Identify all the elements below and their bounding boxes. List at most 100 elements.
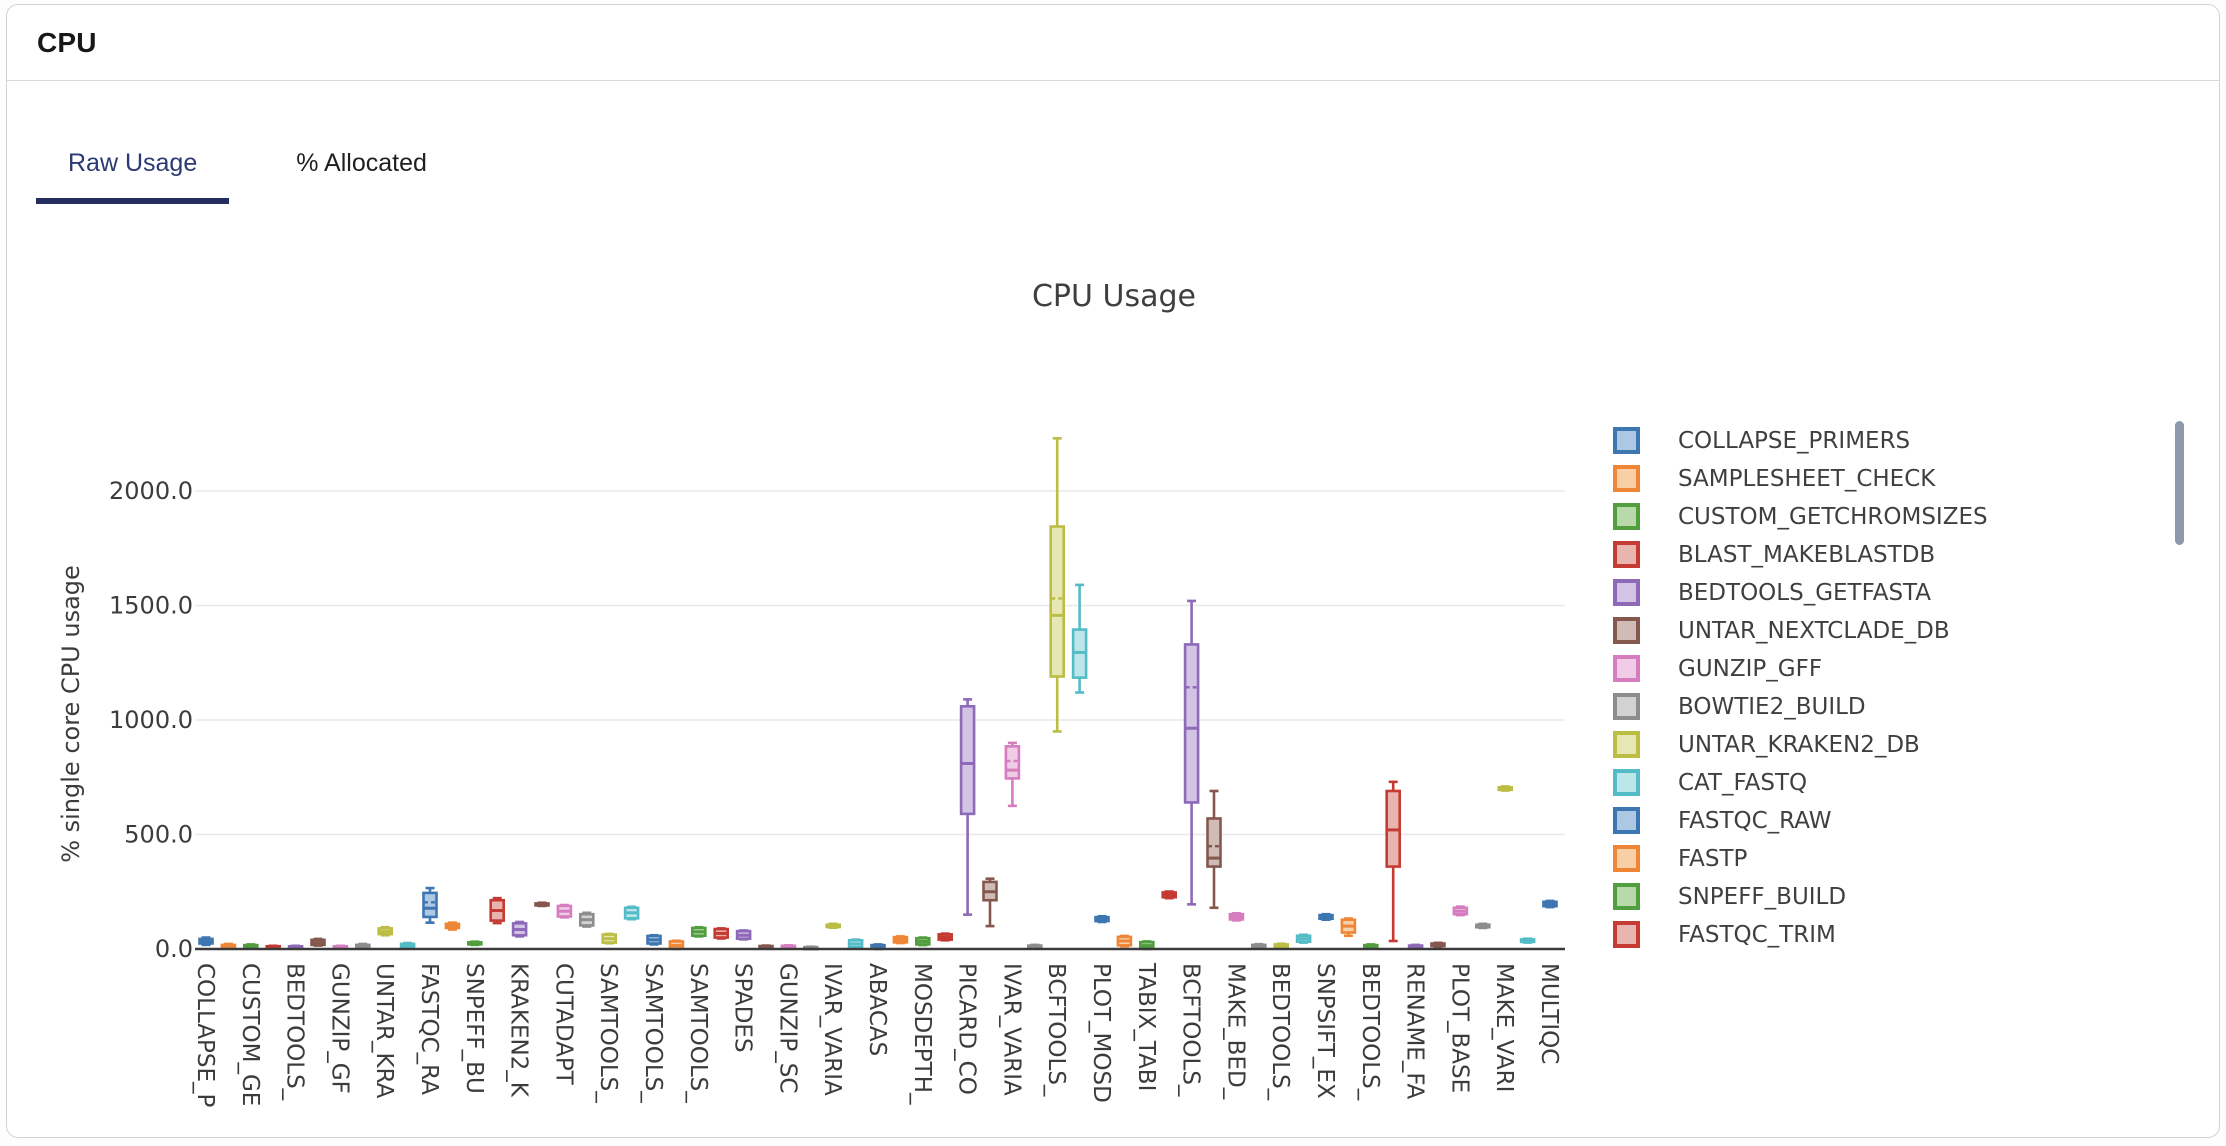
legend-swatch-icon	[1613, 845, 1640, 872]
box-plot	[690, 925, 707, 938]
box-plot	[1004, 741, 1021, 808]
box-plot	[914, 936, 931, 947]
legend-item: FASTP	[1613, 845, 1988, 872]
box-plot	[466, 940, 483, 947]
legend-swatch-icon	[1613, 541, 1640, 568]
x-tick-label: SNPEFF_BU	[461, 963, 487, 1094]
box-plot	[1407, 943, 1424, 950]
legend-swatch-icon	[1613, 655, 1640, 682]
box-plot	[892, 935, 909, 945]
box-plot	[422, 886, 438, 924]
x-tick-label: IVAR_VARIA	[998, 963, 1024, 1096]
box-plot	[1542, 899, 1558, 909]
box-plot	[601, 932, 618, 945]
legend-item: CAT_FASTQ	[1613, 769, 1988, 796]
legend-swatch-icon	[1613, 465, 1640, 492]
x-tick-label: FASTQC_RA	[416, 963, 442, 1095]
legend-swatch-icon	[1613, 579, 1640, 606]
box-plot	[1228, 911, 1245, 922]
box-plot	[959, 698, 976, 916]
box-plot	[220, 942, 237, 950]
x-tick-label: BEDTOOLS_	[1357, 963, 1383, 1101]
x-tick-label: TABIX_TABI	[1133, 962, 1159, 1091]
box-plot	[1385, 780, 1401, 943]
tab-bar: Raw Usage % Allocated	[36, 145, 459, 204]
box-plot	[1497, 785, 1513, 792]
cpu-metrics-card: CPU Raw Usage % Allocated 0.0 500.0 1000.0…	[6, 4, 2220, 1138]
x-tick-label: ABACAS	[864, 963, 890, 1056]
tab-percent-allocated[interactable]: % Allocated	[296, 149, 427, 177]
chart-title: CPU Usage	[1032, 279, 1196, 314]
legend-label: CAT_FASTQ	[1678, 769, 1808, 796]
legend-item: FASTQC_TRIM	[1613, 921, 1988, 948]
box-plot	[534, 901, 550, 908]
x-tick-label: PICARD_CO	[954, 963, 980, 1095]
x-tick-label: BEDTOOLS_	[282, 963, 308, 1101]
legend-label: GUNZIP_GFF	[1678, 655, 1823, 682]
box-plot	[1071, 583, 1088, 694]
box-plot	[1206, 789, 1222, 910]
x-tick-label: KRAKEN2_K	[506, 963, 532, 1098]
x-tick-label: MAKE_VARI	[1491, 963, 1517, 1092]
legend-item: BOWTIE2_BUILD	[1613, 693, 1988, 720]
box-plot	[1161, 890, 1177, 900]
box-plot	[1049, 437, 1065, 733]
box-plot	[847, 938, 864, 950]
legend-label: UNTAR_KRAKEN2_DB	[1678, 731, 1920, 758]
x-tick-label: CUTADAPT	[550, 963, 576, 1086]
x-tick-label: CUSTOM_GE	[237, 963, 263, 1106]
box-plot	[310, 937, 326, 947]
legend-swatch-icon	[1613, 693, 1640, 720]
x-tick-label: MAKE_BED_	[1222, 963, 1248, 1100]
legend-item: UNTAR_NEXTCLADE_DB	[1613, 617, 1988, 644]
card-header: CPU	[7, 5, 2219, 81]
legend-swatch-icon	[1613, 807, 1640, 834]
x-tick-label: COLLAPSE_P	[192, 963, 218, 1108]
x-tick-label: BCFTOOLS_	[1178, 963, 1204, 1097]
legend-item: SNPEFF_BUILD	[1613, 883, 1988, 910]
legend-label: COLLAPSE_PRIMERS	[1678, 427, 1911, 454]
x-tick-label: SPADES	[730, 963, 756, 1053]
x-tick-label: BCFTOOLS_	[1043, 963, 1069, 1097]
legend-swatch-icon	[1613, 617, 1640, 644]
chart-legend: COLLAPSE_PRIMERS SAMPLESHEET_CHECK CUSTOM_…	[1613, 427, 1988, 948]
box-plot	[511, 920, 528, 938]
box-plot	[1273, 942, 1289, 949]
legend-item: CUSTOM_GETCHROMSIZES	[1613, 503, 1988, 530]
legend-item: GUNZIP_GFF	[1613, 655, 1988, 682]
y-tick-label: 500.0	[124, 821, 193, 849]
box-plot	[623, 905, 640, 921]
legend-item: COLLAPSE_PRIMERS	[1613, 427, 1988, 454]
box-plot	[1295, 933, 1312, 944]
box-plot	[1519, 937, 1536, 944]
box-plot	[556, 903, 573, 919]
box-plot	[1251, 942, 1267, 949]
box-plot	[758, 944, 774, 950]
box-plot	[1452, 905, 1469, 917]
box-plot-canvas: 0.0 500.0 1000.0 1500.0 2000.0 CPU Usage % sin…	[57, 279, 1565, 1108]
legend-label: FASTQC_RAW	[1678, 807, 1832, 834]
legend-swatch-icon	[1613, 427, 1640, 454]
box-plot	[198, 936, 214, 947]
legend-item: FASTQC_RAW	[1613, 807, 1988, 834]
box-plot	[489, 896, 506, 925]
legend-swatch-icon	[1613, 883, 1640, 910]
box-plot	[578, 911, 595, 928]
legend-scrollbar-thumb[interactable]	[2175, 421, 2184, 545]
x-tick-label: PLOT_BASE	[1446, 963, 1472, 1093]
page-title: CPU	[37, 26, 97, 58]
legend-label: BLAST_MAKEBLASTDB	[1678, 541, 1936, 568]
tab-raw-usage[interactable]: Raw Usage	[36, 145, 230, 204]
x-tick-label: SAMTOOLS_	[595, 963, 621, 1103]
x-tick-label: GUNZIP_GF	[326, 963, 352, 1094]
y-tick-label: 1500.0	[109, 592, 193, 620]
x-tick-label: BEDTOOLS_	[1267, 963, 1293, 1101]
x-tick-label: RENAME_FA	[1402, 963, 1428, 1099]
x-tick-label: MOSDEPTH_	[909, 963, 935, 1105]
legend-item: BEDTOOLS_GETFASTA	[1613, 579, 1988, 606]
box-plot	[399, 941, 416, 950]
y-tick-label: 0.0	[155, 935, 193, 963]
box-plot	[1026, 943, 1043, 950]
legend-swatch-icon	[1613, 921, 1640, 948]
x-tick-label: SAMTOOLS_	[685, 963, 711, 1103]
